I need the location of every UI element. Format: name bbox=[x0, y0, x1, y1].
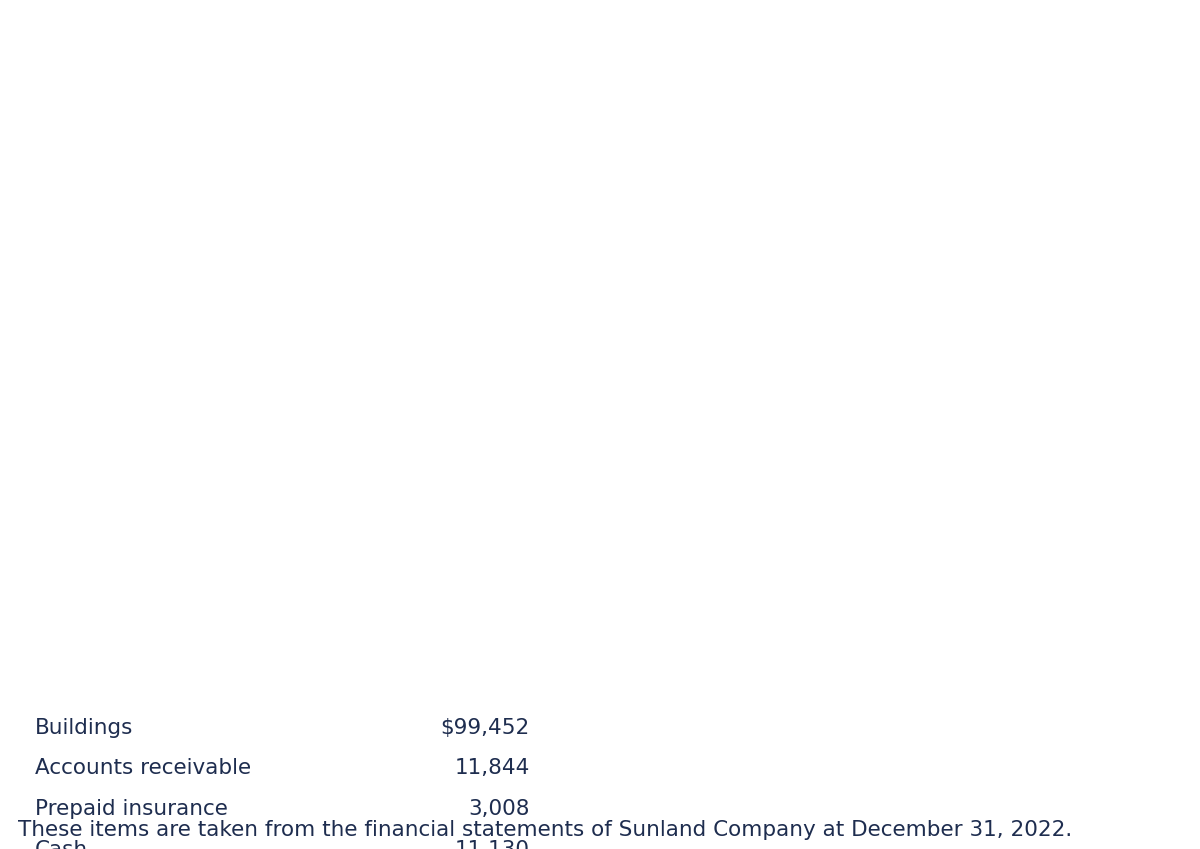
Text: Cash: Cash bbox=[35, 840, 88, 849]
Text: 3,008: 3,008 bbox=[468, 799, 530, 819]
Text: Prepaid insurance: Prepaid insurance bbox=[35, 799, 228, 819]
Text: 11,130: 11,130 bbox=[455, 840, 530, 849]
Text: These items are taken from the financial statements of Sunland Company at Decemb: These items are taken from the financial… bbox=[18, 820, 1073, 840]
Text: 11,844: 11,844 bbox=[455, 758, 530, 779]
Text: Accounts receivable: Accounts receivable bbox=[35, 758, 251, 779]
Text: Buildings: Buildings bbox=[35, 718, 133, 738]
Text: $99,452: $99,452 bbox=[440, 718, 530, 738]
